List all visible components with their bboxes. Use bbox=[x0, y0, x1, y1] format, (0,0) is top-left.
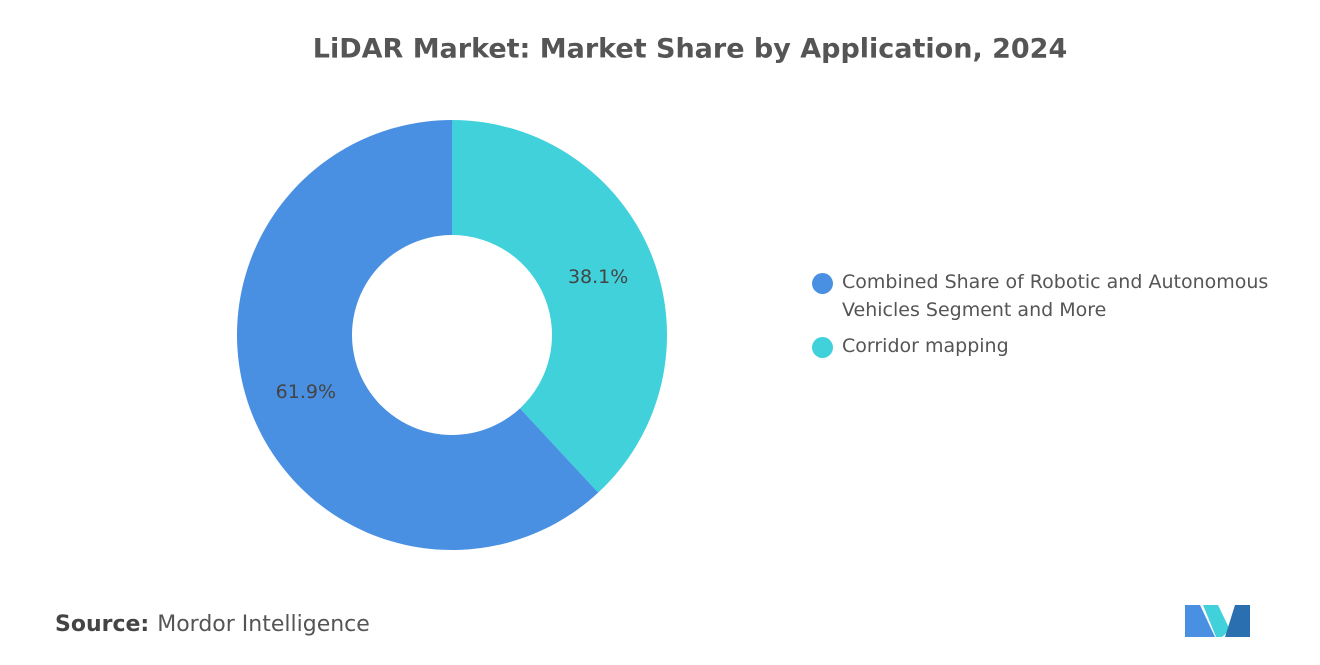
slice bbox=[452, 120, 668, 493]
source-label: Source: bbox=[55, 612, 150, 637]
legend: Combined Share of Robotic and Autonomous… bbox=[812, 268, 1302, 368]
source-text: Mordor Intelligence bbox=[157, 612, 370, 637]
source: Source: Mordor Intelligence bbox=[55, 612, 370, 637]
data-label: 61.9% bbox=[276, 381, 336, 403]
legend-label: Combined Share of Robotic and Autonomous… bbox=[842, 271, 1269, 321]
legend-item: Combined Share of Robotic and Autonomous… bbox=[812, 268, 1302, 324]
legend-marker bbox=[812, 337, 833, 358]
slice bbox=[237, 120, 599, 550]
legend-marker bbox=[812, 273, 833, 294]
chart-title: LiDAR Market: Market Share by Applicatio… bbox=[313, 34, 1068, 65]
legend-item: Corridor mapping bbox=[812, 332, 1302, 360]
data-label: 38.1% bbox=[568, 266, 628, 288]
legend-label: Corridor mapping bbox=[842, 335, 1009, 357]
logo bbox=[1185, 605, 1250, 637]
